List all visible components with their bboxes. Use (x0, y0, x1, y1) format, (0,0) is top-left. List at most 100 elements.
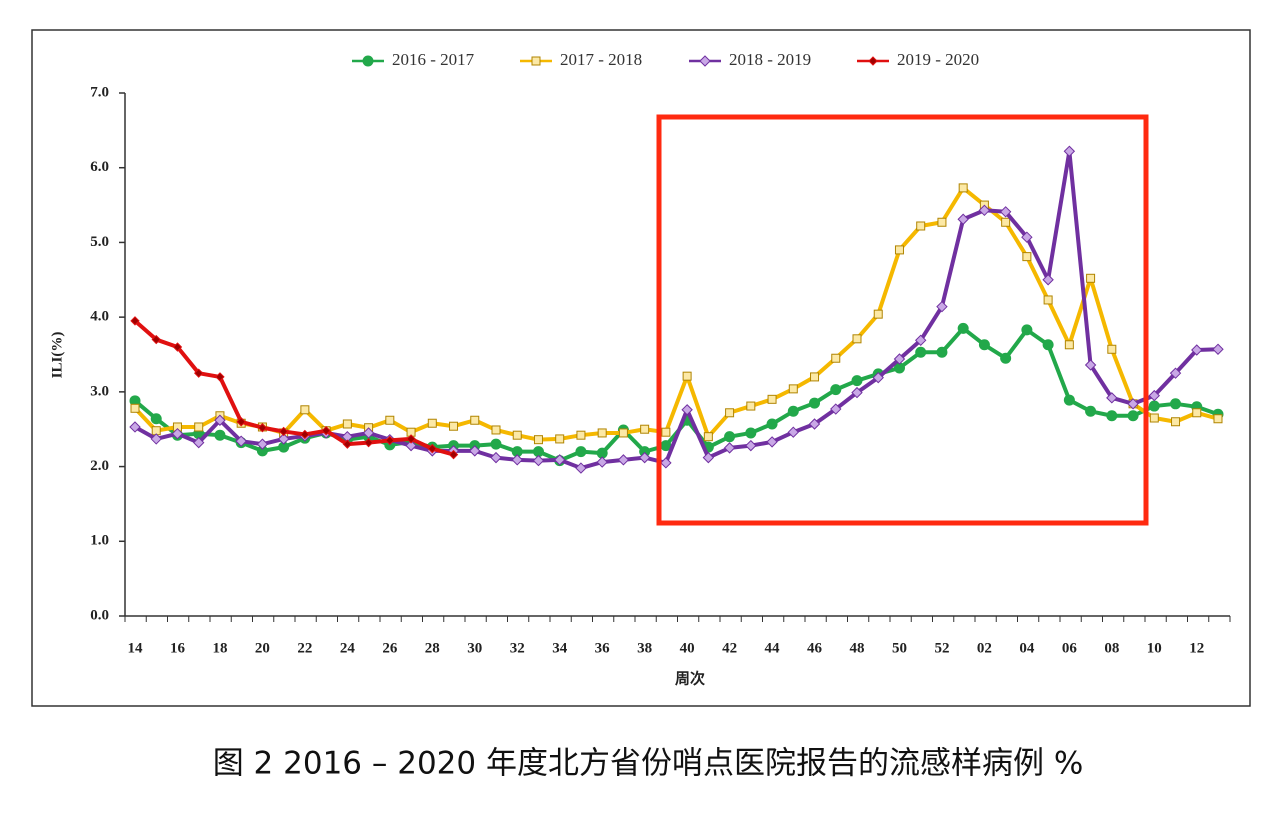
point (490, 438, 502, 450)
point (936, 300, 948, 313)
point (129, 395, 141, 407)
point (868, 56, 878, 66)
legend-label: 2018 - 2019 (729, 50, 811, 69)
point (1063, 394, 1075, 406)
point (405, 439, 417, 452)
series-line (133, 185, 1219, 442)
point (830, 384, 842, 396)
point (470, 415, 480, 425)
point (448, 449, 459, 460)
x-tick-label: 48 (850, 640, 865, 656)
x-tick-label: 28 (425, 640, 440, 656)
point (745, 439, 757, 452)
legend-item: 2019 - 2020 (857, 50, 979, 69)
point (937, 217, 947, 227)
point (533, 435, 543, 445)
legend-item: 2017 - 2018 (520, 50, 642, 69)
x-tick-label: 26 (382, 640, 398, 656)
point (278, 426, 289, 437)
point (852, 334, 862, 344)
point (681, 404, 693, 416)
point (192, 436, 205, 449)
point (1042, 274, 1054, 286)
point (1085, 405, 1097, 417)
x-tick-label: 24 (340, 640, 356, 656)
legend-label: 2019 - 2020 (897, 50, 979, 69)
x-tick-label: 18 (212, 640, 227, 656)
point (342, 419, 352, 429)
point (362, 427, 375, 439)
point (1064, 340, 1074, 350)
point (808, 418, 821, 430)
point (490, 451, 502, 464)
point (511, 454, 523, 466)
point (617, 454, 630, 466)
x-tick-label: 08 (1104, 640, 1119, 656)
point (512, 430, 522, 440)
point (1148, 400, 1160, 412)
point (1171, 417, 1181, 427)
point (235, 435, 247, 447)
x-tick-label: 46 (807, 640, 823, 656)
point (936, 346, 948, 358)
point (682, 371, 692, 381)
x-tick-label: 52 (934, 640, 949, 656)
point (150, 433, 162, 445)
point (702, 451, 715, 464)
point (787, 426, 800, 438)
point (1170, 398, 1182, 410)
point (830, 403, 842, 415)
point (978, 204, 991, 217)
point (1127, 410, 1139, 422)
point (555, 434, 565, 444)
point (575, 462, 587, 474)
point (894, 245, 904, 255)
point (214, 414, 226, 426)
point (957, 322, 969, 334)
x-tick-label: 32 (510, 640, 525, 656)
point (618, 428, 628, 438)
point (724, 431, 736, 443)
point (129, 421, 141, 433)
point (596, 456, 608, 468)
point (1000, 352, 1012, 364)
point (532, 446, 544, 458)
point (851, 386, 863, 399)
x-tick-label: 10 (1147, 640, 1162, 656)
point (699, 55, 711, 67)
x-tick-label: 14 (128, 640, 144, 656)
legend-item: 2018 - 2019 (689, 50, 811, 69)
point (256, 445, 268, 457)
point (385, 435, 395, 446)
point (553, 454, 566, 466)
point (703, 432, 713, 442)
legend-label: 2016 - 2017 (392, 50, 475, 69)
point (1001, 217, 1011, 227)
x-tick-label: 44 (765, 640, 781, 656)
x-tick-label: 20 (255, 640, 270, 656)
y-tick-label: 0.0 (90, 607, 109, 623)
point (1021, 324, 1033, 336)
point (660, 457, 672, 469)
series-line (133, 319, 455, 457)
point (278, 441, 290, 453)
point (1042, 339, 1054, 351)
point (916, 221, 926, 231)
caption: 图 2 2016 – 2020 年度北方省份哨点医院报告的流感样病例 % (213, 746, 1084, 782)
point (851, 375, 863, 387)
point (151, 334, 161, 345)
point (893, 353, 906, 365)
y-tick-label: 5.0 (90, 234, 109, 250)
plot-area: 0.0 1.0 2.0 3.0 4.0 5.0 6.0 7.0 14 16 18 20 22 24 26 28… (90, 84, 1231, 656)
point (532, 454, 545, 467)
point (767, 394, 777, 404)
point (1084, 359, 1097, 371)
point (1192, 408, 1202, 418)
point (1107, 344, 1117, 354)
legend-label: 2017 - 2018 (560, 50, 642, 69)
y-tick-label: 1.0 (90, 533, 109, 549)
point (810, 372, 820, 382)
point (257, 423, 268, 433)
point (1022, 252, 1032, 262)
point (427, 443, 438, 454)
